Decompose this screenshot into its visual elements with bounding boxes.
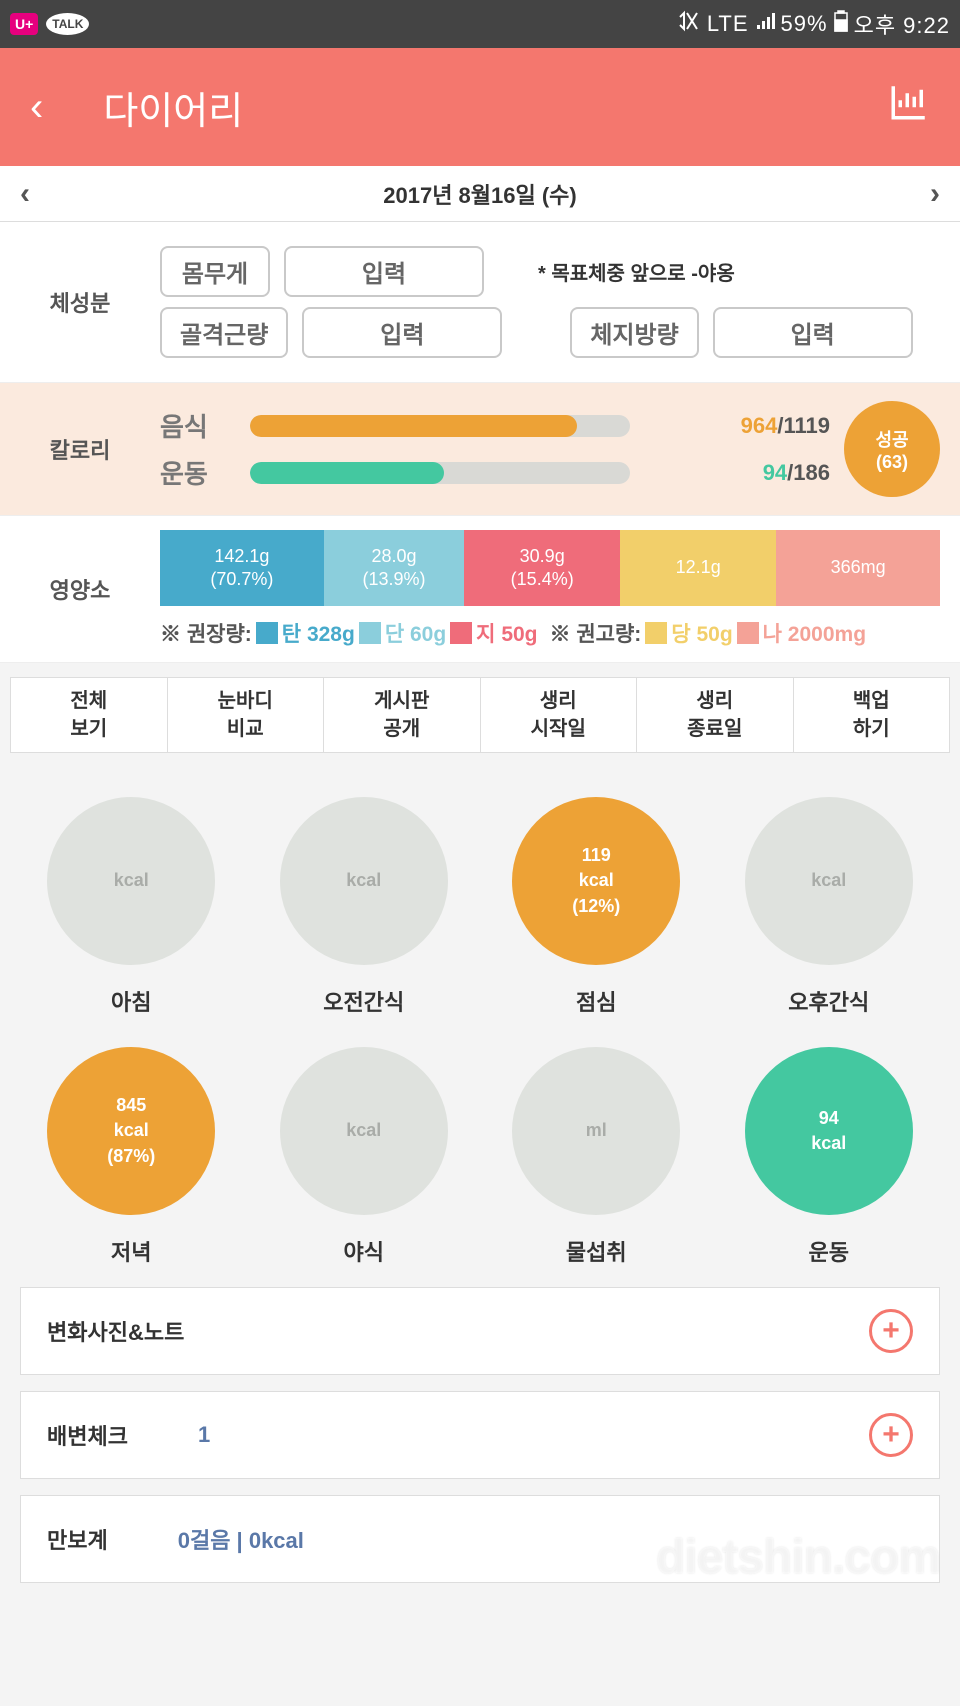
meal-item[interactable]: 845kcal(87%) 저녁 [30,1047,233,1267]
talk-icon: TALK [46,13,89,35]
stats-button[interactable] [888,81,930,133]
meal-label: 점심 [576,985,616,1017]
signal-icon [755,11,775,37]
meal-item[interactable]: 94kcal 운동 [728,1047,931,1267]
pedometer-value: 0걸음 | 0kcal [178,1523,304,1555]
meal-item[interactable]: ml 물섭취 [495,1047,698,1267]
nutrient-bar: 142.1g(70.7%)28.0g(13.9%)30.9g(15.4%)12.… [160,530,940,606]
meal-label: 운동 [809,1235,849,1267]
date-navigator: ‹ 2017년 8월16일 (수) › [0,166,960,222]
photo-note-card[interactable]: 변화사진&노트 + [20,1287,940,1375]
section-label-composition: 체성분 [0,222,160,382]
meal-item[interactable]: 119kcal(12%) 점심 [495,797,698,1017]
back-button[interactable]: ‹ [30,85,43,130]
section-label-calorie: 칼로리 [0,383,160,515]
weight-input[interactable]: 입력 [284,246,484,297]
meal-label: 아침 [111,985,151,1017]
meal-circle[interactable]: kcal [280,1047,448,1215]
body-composition-section: 체성분 몸무게 입력 * 목표체중 앞으로 -야옹 골격근량 입력 체지방량 입… [0,222,960,383]
date-label[interactable]: 2017년 8월16일 (수) [30,178,930,210]
action-tab[interactable]: 백업하기 [794,677,951,753]
meal-circle[interactable]: 845kcal(87%) [47,1047,215,1215]
food-numbers: 964/1119 [741,413,830,439]
fat-label: 체지방량 [570,307,698,358]
meal-label: 저녁 [111,1235,151,1267]
action-tab[interactable]: 눈바디비교 [168,677,325,753]
carrier-icon: U+ [10,13,38,35]
clock-label: 오후 9:22 [854,8,950,40]
meal-circle[interactable]: kcal [280,797,448,965]
action-tabs: 전체보기눈바디비교게시판공개생리시작일생리종료일백업하기 [0,663,960,767]
action-tab[interactable]: 게시판공개 [324,677,481,753]
meal-circle[interactable]: kcal [745,797,913,965]
calorie-section: 칼로리 음식 964/1119 운동 94/186 성공 (63) [0,383,960,516]
nutrient-segment: 142.1g(70.7%) [160,530,324,606]
meal-label: 오후간식 [788,985,869,1017]
nutrient-segment: 28.0g(13.9%) [324,530,464,606]
watermark: dietshin.com [656,1530,940,1585]
food-progress-bar [250,415,630,437]
nutrients-section: 영양소 142.1g(70.7%)28.0g(13.9%)30.9g(15.4%… [0,516,960,663]
exercise-numbers: 94/186 [763,460,830,486]
next-day-button[interactable]: › [930,177,940,211]
muscle-label: 골격근량 [160,307,288,358]
photo-note-label: 변화사진&노트 [47,1315,184,1347]
goal-weight-note: * 목표체중 앞으로 -야옹 [538,257,735,286]
network-label: LTE [707,11,749,37]
nutrient-segment: 30.9g(15.4%) [464,530,620,606]
muscle-input[interactable]: 입력 [302,307,502,358]
meal-circle[interactable]: kcal [47,797,215,965]
nutrient-legend: ※ 권장량:탄 328g단 60g지 50g※ 권고량:당 50g나 2000m… [160,618,940,648]
battery-label: 59% [781,11,828,37]
page-title: 다이어리 [103,80,243,135]
bottom-cards: 변화사진&노트 + 배변체크 1 + 만보계 0걸음 | 0kcal diets… [0,1277,960,1593]
nutrient-segment: 12.1g [620,530,776,606]
bowel-label: 배변체크 [47,1419,128,1451]
meal-item[interactable]: kcal 오전간식 [263,797,466,1017]
section-label-nutrients: 영양소 [0,516,160,662]
meals-grid: kcal 아침 kcal 오전간식 119kcal(12%) 점심 kcal 오후간식 845k… [0,767,960,1277]
bowel-value: 1 [198,1422,210,1448]
meal-label: 오전간식 [323,985,404,1017]
mute-icon [677,9,701,39]
meal-circle[interactable]: 119kcal(12%) [512,797,680,965]
action-tab[interactable]: 생리시작일 [481,677,638,753]
meal-label: 물섭취 [566,1235,627,1267]
pedometer-label: 만보계 [47,1523,108,1555]
android-statusbar: U+ TALK LTE 59% 오후 9:22 [0,0,960,48]
bowel-card[interactable]: 배변체크 1 + [20,1391,940,1479]
meal-circle[interactable]: ml [512,1047,680,1215]
battery-icon [834,10,848,38]
meal-item[interactable]: kcal 아침 [30,797,233,1017]
action-tab[interactable]: 생리종료일 [637,677,794,753]
add-bowel-icon[interactable]: + [869,1413,913,1457]
weight-label: 몸무게 [160,246,270,297]
prev-day-button[interactable]: ‹ [20,177,30,211]
meal-item[interactable]: kcal 야식 [263,1047,466,1267]
action-tab[interactable]: 전체보기 [10,677,168,753]
meal-label: 야식 [344,1235,384,1267]
exercise-progress-bar [250,462,630,484]
meal-item[interactable]: kcal 오후간식 [728,797,931,1017]
exercise-label: 운동 [160,454,230,491]
app-header: ‹ 다이어리 [0,48,960,166]
nutrient-segment: 366mg [776,530,940,606]
food-label: 음식 [160,407,230,444]
fat-input[interactable]: 입력 [713,307,913,358]
add-photo-icon[interactable]: + [869,1309,913,1353]
success-badge[interactable]: 성공 (63) [844,401,940,497]
meal-circle[interactable]: 94kcal [745,1047,913,1215]
